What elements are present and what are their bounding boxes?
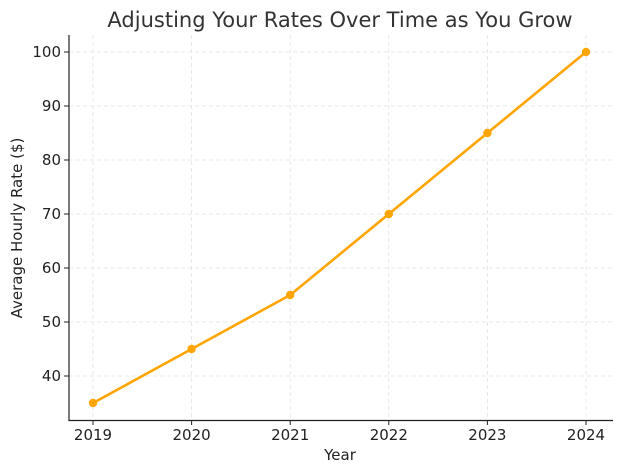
data-point-marker xyxy=(88,398,98,408)
grid xyxy=(69,35,613,420)
y-tick-label: 80 xyxy=(42,151,61,169)
x-tick-label: 2024 xyxy=(567,426,605,444)
y-tick-label: 100 xyxy=(32,43,61,61)
y-tick-label: 50 xyxy=(42,313,61,331)
series-line xyxy=(92,50,587,405)
y-tick-label: 60 xyxy=(42,259,61,277)
x-axis-ticks: 2019 2020 2021 2022 2023 2024 xyxy=(74,420,605,444)
data-series xyxy=(88,47,591,408)
data-point-marker xyxy=(581,47,591,57)
y-axis-ticks: 40 50 60 70 80 90 100 xyxy=(32,43,69,385)
chart-title: Adjusting Your Rates Over Time as You Gr… xyxy=(107,8,572,32)
x-axis-label: Year xyxy=(323,446,357,464)
y-tick-label: 70 xyxy=(42,205,61,223)
data-point-marker xyxy=(286,290,295,300)
data-point-marker xyxy=(483,128,492,138)
x-tick-label: 2020 xyxy=(173,426,211,444)
x-tick-label: 2023 xyxy=(468,426,506,444)
data-point-marker xyxy=(187,344,196,354)
x-tick-label: 2021 xyxy=(271,426,309,444)
x-tick-label: 2019 xyxy=(74,426,112,444)
data-point-marker xyxy=(384,209,393,219)
x-tick-label: 2022 xyxy=(370,426,408,444)
y-tick-label: 90 xyxy=(42,97,61,115)
y-tick-label: 40 xyxy=(42,367,61,385)
y-axis-label: Average Hourly Rate ($) xyxy=(8,138,26,319)
